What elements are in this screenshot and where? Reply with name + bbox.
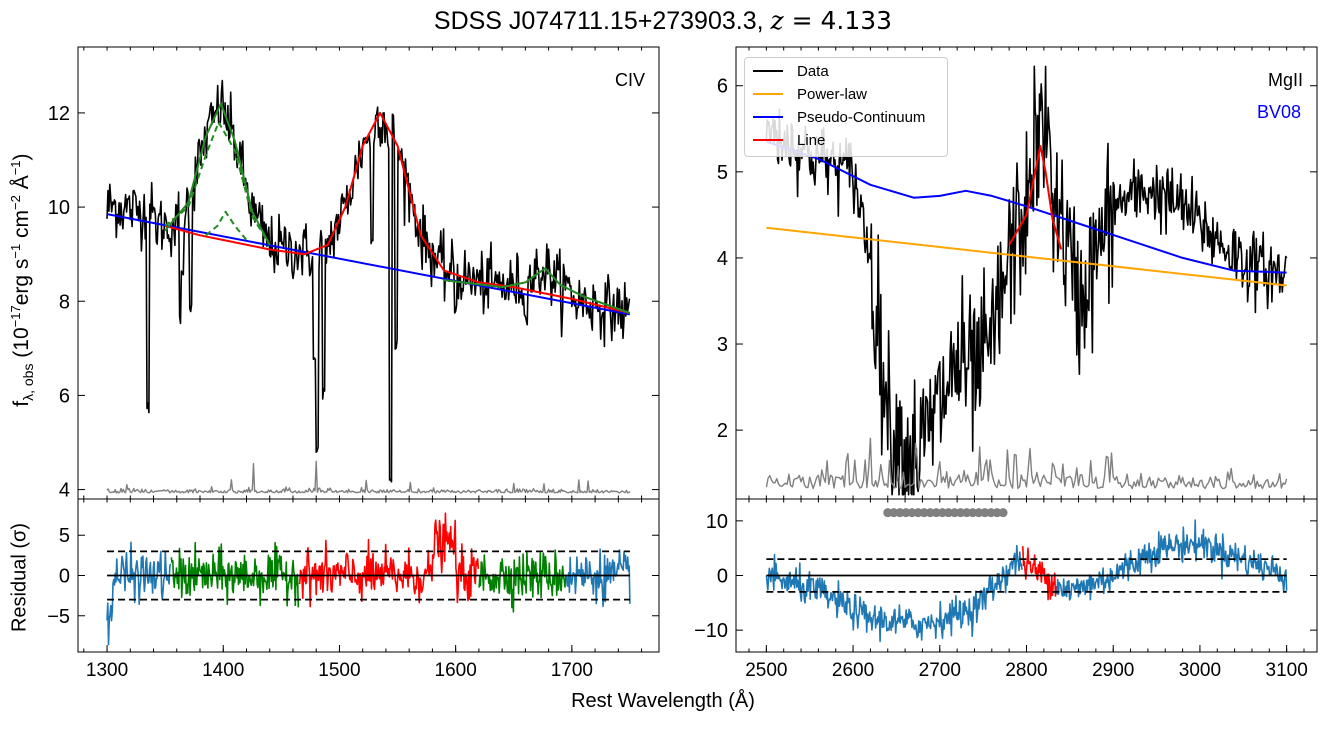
y-tick-label: 4 (717, 248, 728, 270)
x-tick-label: 2700 (919, 660, 961, 681)
bv08-label: BV08 (1257, 102, 1302, 122)
data-line (765, 65, 1288, 496)
legend-item-data: Data (753, 61, 829, 81)
figure-title: SDSS J074711.15+273903.3, z = 4.133 (433, 6, 893, 35)
y-tick-label: 5 (59, 525, 70, 547)
y-tick-label: 0 (717, 566, 728, 588)
residual-line (1022, 546, 1057, 601)
y-tick-label: 12 (48, 103, 70, 125)
legend-swatch (753, 70, 783, 72)
pseudo-continuum-line (106, 213, 631, 316)
x-tick-label: 1400 (202, 660, 244, 681)
data-line (106, 79, 631, 483)
y-tick-label: 8 (59, 291, 70, 313)
legend-swatch (753, 93, 783, 95)
y-tick-label: 5 (717, 162, 728, 184)
x-tick-label: 2500 (745, 660, 787, 681)
y-tick-label: 10 (706, 511, 728, 533)
mgii-panel-label: MgII (1268, 70, 1304, 90)
legend-item-pseudo-continuum: Pseudo-Continuum (753, 107, 925, 127)
x-tick-label: 1500 (318, 660, 360, 681)
error-line (106, 460, 631, 494)
y-tick-label: 3 (717, 334, 728, 356)
legend-swatch (753, 139, 783, 141)
residual-series (765, 519, 1288, 643)
residual-line (565, 548, 631, 608)
mgii-spectrum-panel: 2 3 4 5 6 (717, 46, 1318, 500)
residual-line (478, 549, 567, 613)
civ-panel-label: CIV (615, 70, 646, 90)
line-fit (1008, 145, 1063, 250)
component-fit (443, 267, 631, 314)
x-tick-label: 3000 (1179, 660, 1221, 681)
y-tick-label: 2 (717, 420, 728, 442)
line-fit (164, 111, 631, 314)
y-axis-label-residual: Residual (σ) (8, 522, 31, 633)
x-tick-label: 2900 (1092, 660, 1134, 681)
civ-residual-panel: −5 0 5 1300 1400 1500 1600 1700 (47, 498, 660, 681)
error-line (765, 437, 1288, 490)
civ-spectrum-panel: 4 6 8 10 12 (48, 46, 660, 502)
mgii-residual-panel: −10 0 10 2500 2600 2700 2800 2900 3000 3100 (694, 498, 1318, 681)
x-tick-label: 1700 (551, 660, 593, 681)
x-tick-label: 1300 (86, 660, 128, 681)
residual-line (170, 541, 300, 608)
y-axis-label-flux: fλ, obs (10−17erg s−1 cm−2 Å−1) (7, 153, 37, 407)
power-law-line (766, 226, 1287, 287)
residual-line (298, 512, 480, 608)
x-tick-label: 2600 (832, 660, 874, 681)
x-tick-label: 3100 (1266, 660, 1308, 681)
y-tick-label: 6 (59, 385, 70, 407)
component-fit (164, 102, 271, 246)
masked-point (998, 508, 1008, 518)
component-fit-dashed (164, 121, 271, 246)
residual-line (106, 541, 172, 646)
x-axis-label: Rest Wavelength (Å) (571, 690, 755, 712)
y-tick-label: 6 (717, 76, 728, 98)
y-tick-label: 4 (59, 480, 70, 502)
legend-swatch (753, 116, 783, 118)
residual-line (1056, 519, 1288, 601)
plot-frame (77, 46, 660, 500)
pseudo-continuum-line (766, 140, 1287, 274)
x-tick-label: 2800 (1005, 660, 1047, 681)
legend: Data Power-law Pseudo-Continuum Line (744, 57, 948, 157)
x-tick-label: 1600 (435, 660, 477, 681)
residual-series (106, 512, 631, 646)
y-tick-label: 10 (48, 197, 70, 219)
y-tick-label: 0 (59, 566, 70, 588)
residual-line (765, 544, 1023, 643)
legend-item-power-law: Power-law (753, 84, 867, 104)
y-tick-label: −10 (694, 620, 728, 642)
y-tick-label: −5 (47, 606, 70, 628)
legend-item-line: Line (753, 130, 825, 150)
component-fit-dashed (205, 210, 248, 241)
